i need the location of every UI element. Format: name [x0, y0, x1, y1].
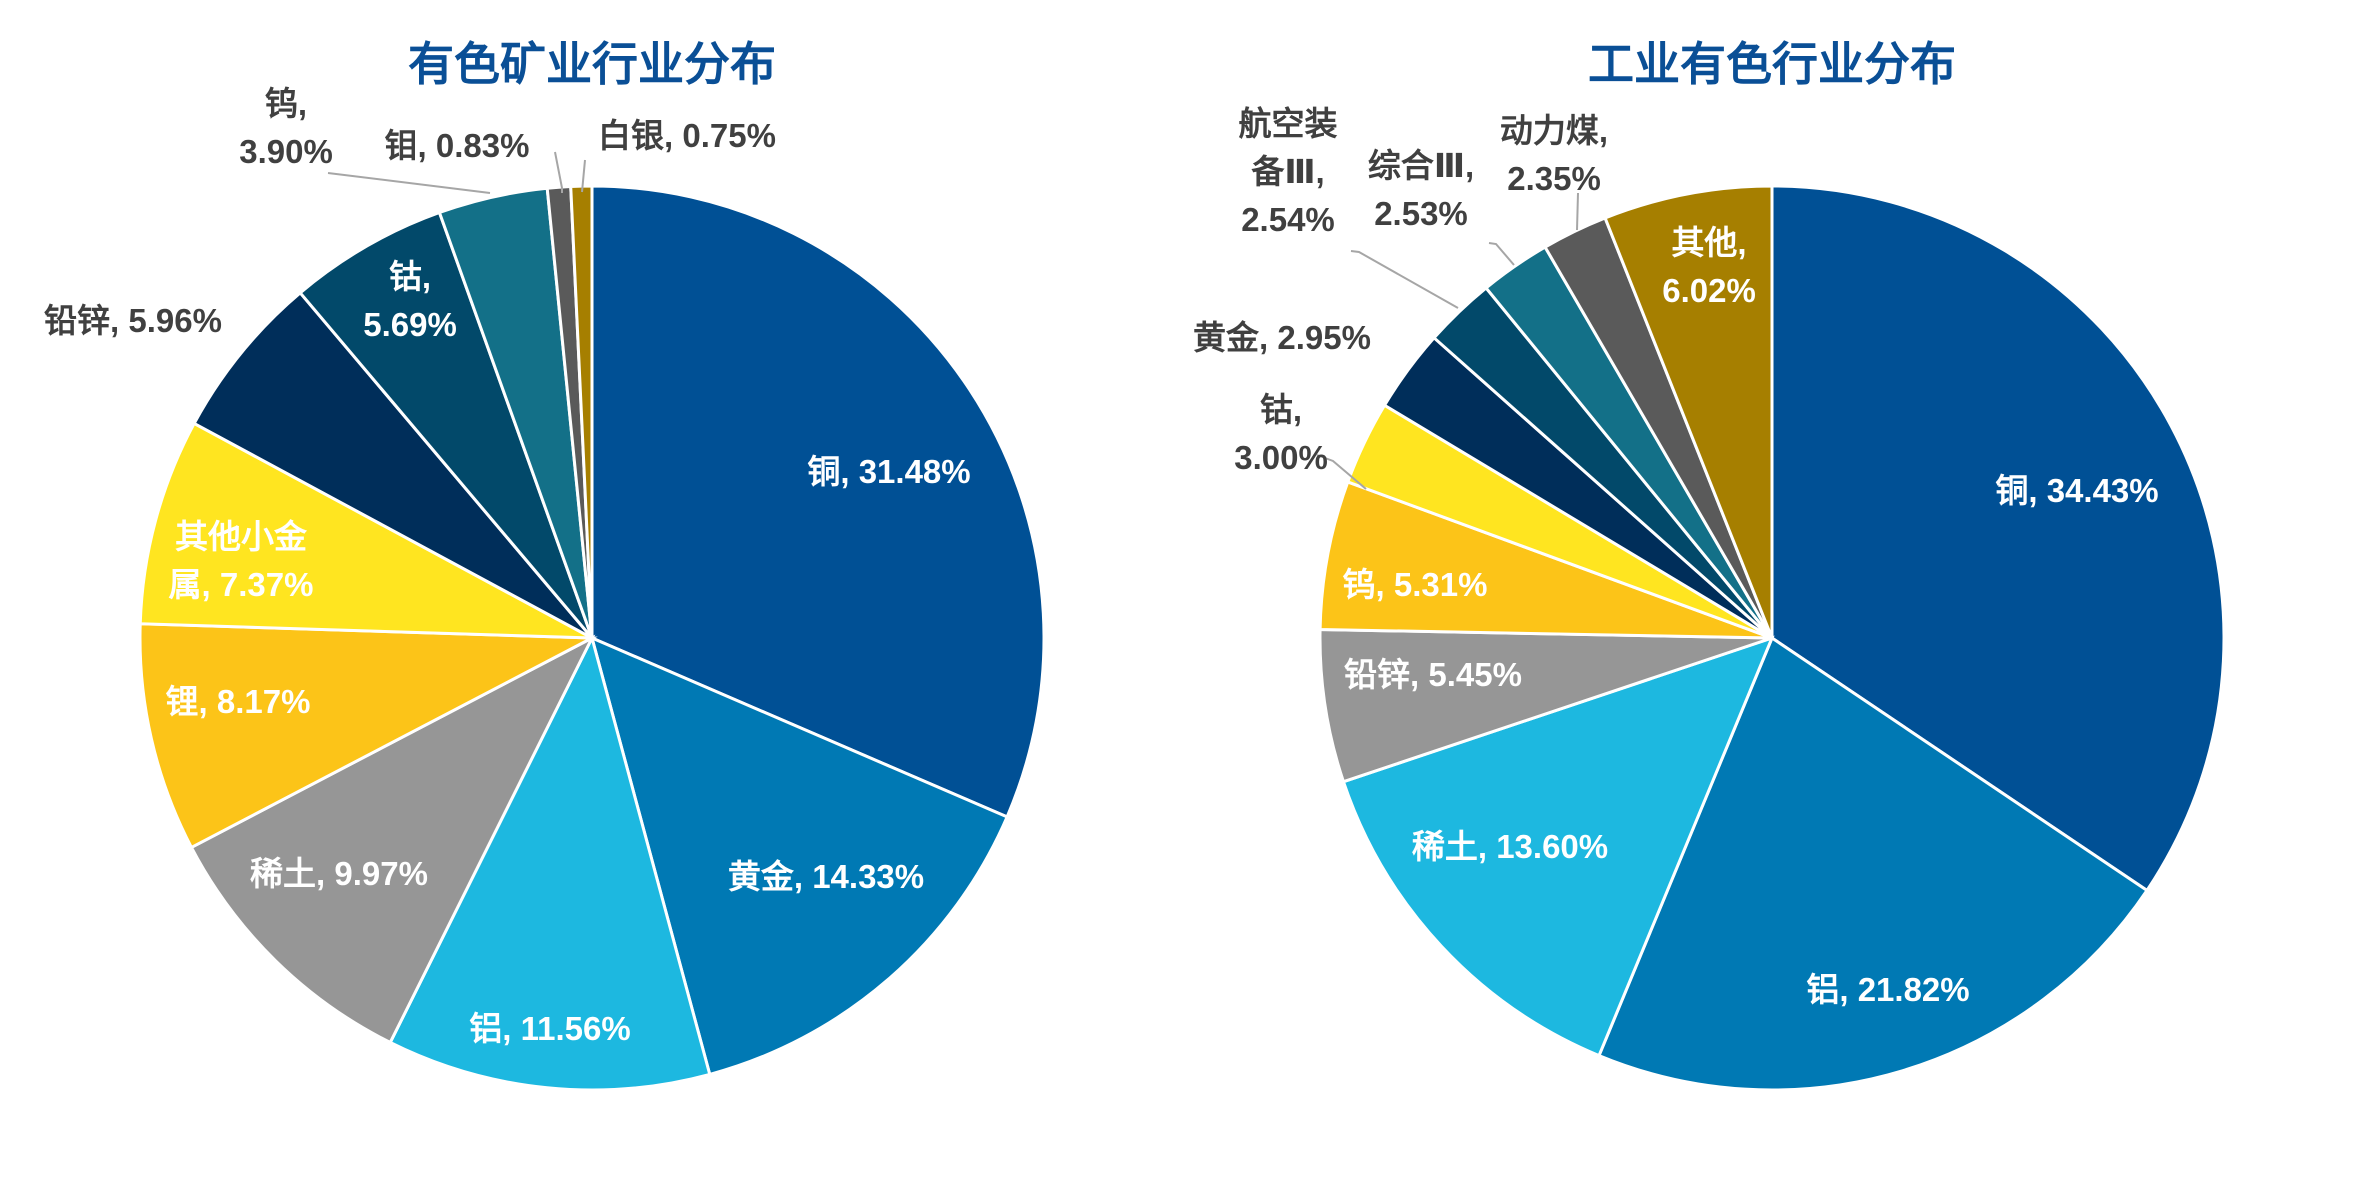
data-label: 白银, 0.75%	[598, 117, 776, 155]
data-label: 动力煤, 2.35%	[1499, 112, 1609, 197]
pie-slice-right-3	[1318, 627, 1773, 784]
data-label: 其他小金 属, 7.37%	[168, 518, 314, 603]
data-label: 铝, 11.56%	[469, 1010, 631, 1048]
pie-slice-left-3	[189, 634, 596, 1045]
leader-line	[581, 159, 586, 193]
leader-line	[554, 151, 563, 193]
pie-slice-right-2	[1341, 635, 1775, 1058]
data-label: 稀土, 9.97%	[250, 855, 428, 893]
pie-slice-right-4	[1318, 480, 1773, 640]
data-label: 铅锌, 5.96%	[44, 302, 222, 340]
leader-line	[327, 172, 491, 194]
pie-slice-left-6	[192, 290, 594, 640]
leader-line	[1350, 250, 1459, 309]
data-label: 稀土, 13.60%	[1411, 828, 1609, 866]
data-label: 钴, 5.69%	[363, 258, 457, 343]
leader-line	[1488, 242, 1515, 266]
data-label: 钴, 3.00%	[1234, 391, 1328, 476]
data-label: 铜, 31.48%	[807, 453, 971, 491]
data-label: 钼, 0.83%	[384, 127, 530, 165]
pie-slice-left-10	[569, 184, 594, 639]
pie-slice-left-2	[388, 633, 712, 1092]
pie-slice-right-10	[1603, 184, 1774, 639]
data-label: 铅锌, 5.45%	[1344, 656, 1522, 694]
pie-slice-left-7	[298, 210, 594, 639]
pie-slice-right-0	[1770, 184, 2226, 893]
chart-title-right: 工业有色行业分布	[1588, 38, 1956, 90]
chart-title-left: 有色矿业行业分布	[408, 38, 776, 90]
data-label: 铝, 21.82%	[1806, 971, 1970, 1009]
data-label: 钨, 5.31%	[1342, 566, 1488, 604]
data-label: 钨, 3.90%	[239, 85, 333, 170]
data-label: 黄金, 2.95%	[1193, 319, 1371, 357]
pie-slice-left-5	[138, 421, 593, 640]
data-label: 综合Ⅲ, 2.53%	[1367, 147, 1475, 232]
data-label: 航空装 备Ⅲ, 2.54%	[1238, 105, 1338, 238]
pie-slice-left-0	[590, 184, 1046, 819]
leader-line	[1316, 454, 1367, 490]
data-label: 黄金, 14.33%	[727, 858, 925, 896]
data-label: 其他, 6.02%	[1662, 224, 1756, 309]
pie-slice-right-1	[1597, 635, 2150, 1092]
data-label: 铜, 34.43%	[1995, 472, 2159, 510]
leader-line	[1576, 192, 1579, 231]
data-label: 锂, 8.17%	[165, 683, 311, 721]
pie-slice-left-1	[589, 635, 1010, 1077]
pie-slice-left-4	[138, 622, 598, 850]
